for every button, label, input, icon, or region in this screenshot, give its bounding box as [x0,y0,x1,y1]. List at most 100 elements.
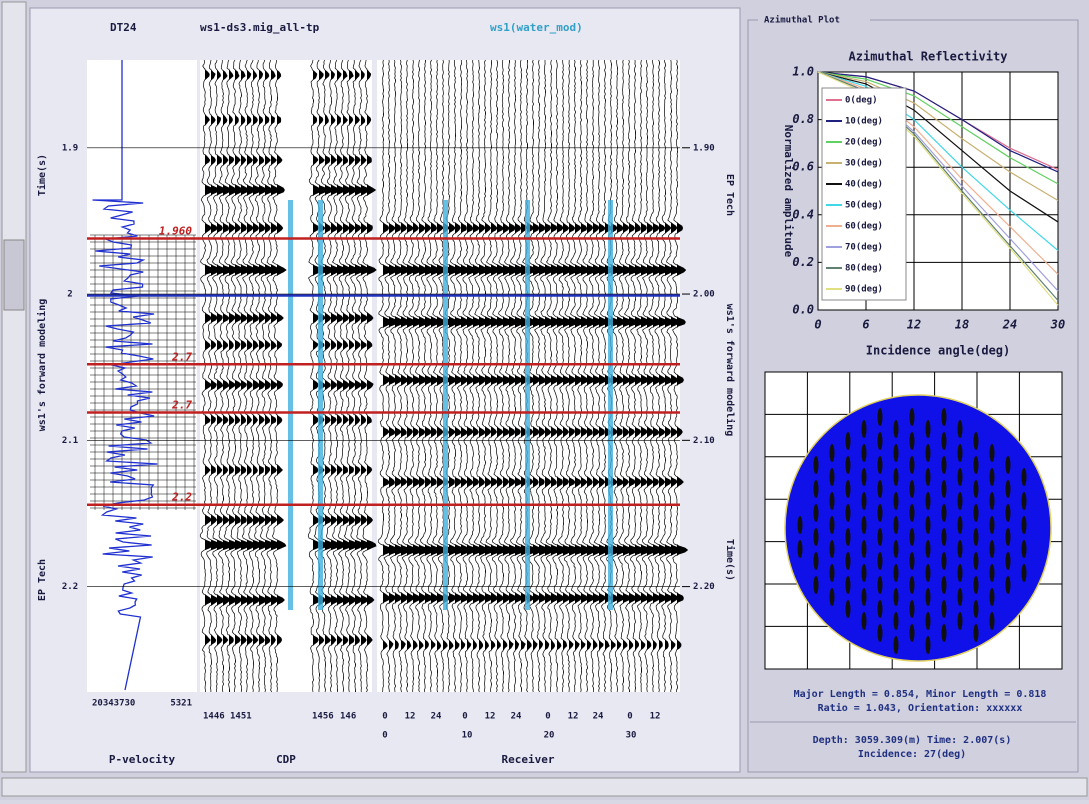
app-window: Azimuthal Plot DT24 ws1-ds3.mig_all-tp w… [0,0,1089,800]
dash [958,420,963,438]
header-title: ws1(water_mod) [490,21,583,34]
dash [1006,576,1011,594]
dash [942,600,947,618]
dash [926,564,931,582]
tick-label: 24 [431,712,442,722]
dash [846,480,851,498]
dash [846,432,851,450]
dash [958,492,963,510]
tick-label: 24 [593,712,604,722]
cyan-trace [288,200,293,610]
horizon-label: 2.7 [171,399,192,412]
x-axis-label: Incidence angle(deg) [866,344,1011,358]
dash [974,600,979,618]
azimuth-ellipse [785,395,1051,661]
tick-label: 12 [485,712,496,722]
x-tick-label: 30 [1050,318,1065,332]
y-tick-label: 2.2 [62,582,78,592]
tick-label: 1451 [230,712,252,722]
dash [910,600,915,618]
tick-label: 0 [382,712,387,722]
dash [814,456,819,474]
axis-label: ws1's forward modeling [724,304,736,436]
dash [894,636,899,654]
dash [990,588,995,606]
dash [846,504,851,522]
y-tick-label: 2.10 [693,436,715,446]
legend-label: 30(deg) [845,159,883,169]
dash [878,432,883,450]
dash [894,420,899,438]
panel-name: Receiver [502,753,555,766]
panel-name: P-velocity [109,753,176,766]
tick-label: 12 [650,712,661,722]
dash [958,468,963,486]
dash [926,636,931,654]
dash [814,504,819,522]
h-scrollbar[interactable] [2,778,1087,796]
dash [862,420,867,438]
dash [830,564,835,582]
y-tick-label: 1.9 [62,143,78,153]
dash [862,564,867,582]
dash [942,624,947,642]
y-tick-label: 2.20 [693,582,715,592]
dash [990,444,995,462]
v-scrollbar[interactable] [2,2,26,772]
axis-label: EP Tech [37,559,48,601]
dash [862,588,867,606]
dash [1022,492,1027,510]
dash [926,588,931,606]
dash [878,624,883,642]
dash [926,492,931,510]
dash [942,480,947,498]
info-text: Major Length = 0.854, Minor Length = 0.8… [794,688,1047,700]
dash [1006,456,1011,474]
dash [878,480,883,498]
legend-label: 80(deg) [845,264,883,274]
x-tick-label: 6 [862,318,869,332]
dash [926,420,931,438]
status-text: Incidence: 27(deg) [858,748,966,760]
dash [1006,528,1011,546]
axis-label: Time(s) [724,539,736,581]
dash [1022,564,1027,582]
dash [830,516,835,534]
dash [910,480,915,498]
dash [1006,504,1011,522]
dash [974,576,979,594]
header-title: ws1-ds3.mig_all-tp [200,21,320,34]
dash [894,492,899,510]
dash [942,432,947,450]
dash [942,456,947,474]
dash [910,504,915,522]
tick-label: 146 [340,712,356,722]
dash [958,444,963,462]
dash [814,576,819,594]
dash [830,468,835,486]
tick-label: 30 [626,731,637,741]
dash [942,576,947,594]
dash [846,528,851,546]
legend-label: 50(deg) [845,201,883,211]
dash [958,588,963,606]
dash [1022,516,1027,534]
dash [990,540,995,558]
v-scroll-thumb[interactable] [4,240,24,310]
dash [878,408,883,426]
dash [990,468,995,486]
legend-label: 40(deg) [845,180,883,190]
y-tick-label: 0.2 [792,255,814,269]
scale-label: 5321 [170,699,192,709]
tick-label: 12 [568,712,579,722]
dash [926,516,931,534]
cyan-trace [525,200,530,610]
dash [846,456,851,474]
dash [814,480,819,498]
tick-label: 1446 [203,712,225,722]
info-text: Ratio = 1.043, Orientation: xxxxxx [818,702,1023,714]
tick-label: 0 [545,712,550,722]
dash [878,456,883,474]
dash [894,540,899,558]
dash [894,612,899,630]
